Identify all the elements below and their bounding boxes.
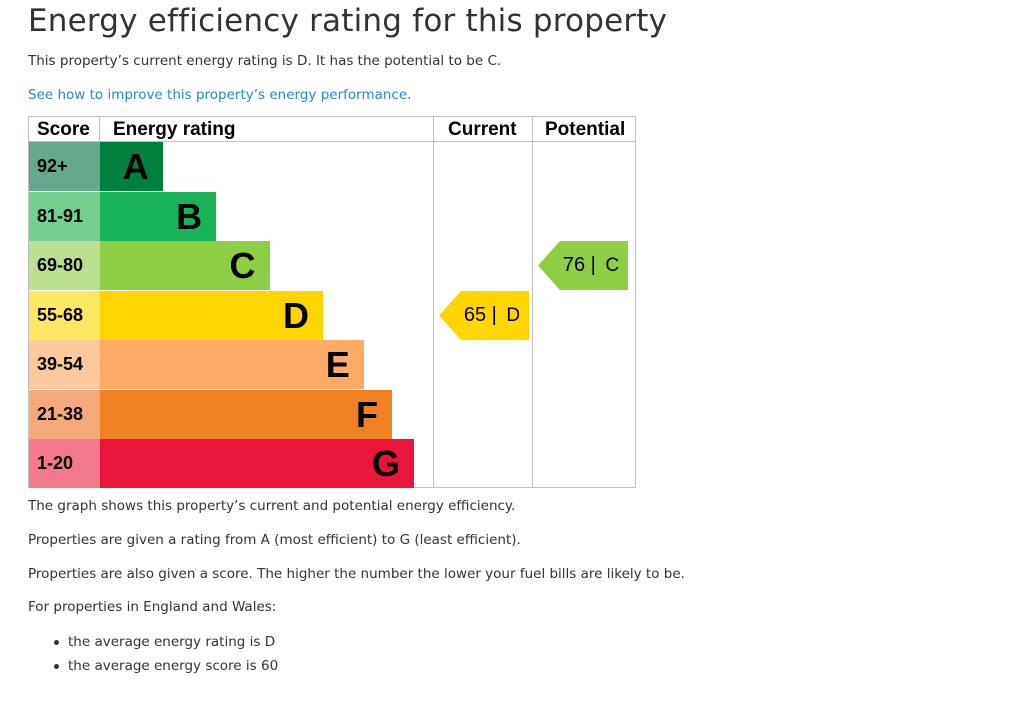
rating-column-divider [433,117,434,487]
header-divider [29,141,635,142]
header-energy-rating: Energy rating [113,119,236,140]
band-bar: D [100,290,323,340]
rating-band-g: 1-20 G [29,439,635,488]
average-list: the average energy rating is D the avera… [28,630,278,678]
potential-score: 76 [562,254,586,276]
band-letter: G [371,443,400,484]
band-score-range: 21-38 [29,389,100,439]
rating-band-c: 69-80 C [29,241,635,290]
band-letter: C [229,245,256,286]
band-bar: G [100,439,414,488]
band-bar: E [100,340,364,389]
improve-energy-link[interactable]: See how to improve this property’s energ… [28,87,412,103]
band-bar: B [100,191,217,241]
potential-arrow-shape [538,241,628,290]
current-score: 65 [463,303,487,326]
band-score-range: 1-20 [29,439,100,488]
list-item: the average energy score is 60 [53,654,278,678]
rating-band-d: 55-68 D [29,290,635,340]
header-current: Current [448,119,517,140]
band-score-range: 55-68 [29,290,100,340]
rating-band-a: 92+ A [29,142,635,191]
current-arrow-shape [439,290,529,340]
band-score-range: 69-80 [29,241,100,290]
list-item: the average energy rating is D [53,630,278,654]
rating-band-b: 81-91 B [29,191,635,241]
current-letter: D [506,304,521,326]
energy-rating-graph: Score Energy rating Current Potential 92… [28,116,636,488]
potential-separator: | [590,254,596,276]
explain-ratings: Properties are given a rating from A (mo… [28,532,521,548]
band-letter: B [176,195,203,237]
current-rating-arrow: 65 | D [439,290,529,340]
band-bar: C [100,241,270,290]
page-title: Energy efficiency rating for this proper… [28,3,668,39]
rating-band-f: 21-38 F [29,389,635,439]
band-bar: F [100,389,393,439]
intro-text: This property’s current energy rating is… [28,53,502,69]
improve-link-wrap: See how to improve this property’s energ… [28,87,411,103]
current-column-divider [532,117,533,487]
header-score: Score [37,119,90,140]
band-letter: A [122,146,149,187]
band-bar: A [100,142,163,191]
band-score-range: 92+ [29,142,100,191]
potential-letter: C [605,255,620,276]
band-score-range: 39-54 [29,340,100,389]
header-potential: Potential [545,119,626,140]
band-letter: D [282,294,309,336]
potential-rating-label: 76 | C [554,241,628,290]
explain-region: For properties in England and Wales: [28,599,277,615]
current-rating-label: 65 | D [455,291,529,340]
explain-score: Properties are also given a score. The h… [28,566,685,582]
band-score-range: 81-91 [29,191,100,241]
potential-rating-arrow: 76 | C [538,241,628,290]
current-separator: | [491,303,497,326]
band-letter: E [325,344,350,385]
explain-graph: The graph shows this property’s current … [28,498,516,514]
band-letter: F [356,393,379,435]
rating-band-e: 39-54 E [29,340,635,389]
